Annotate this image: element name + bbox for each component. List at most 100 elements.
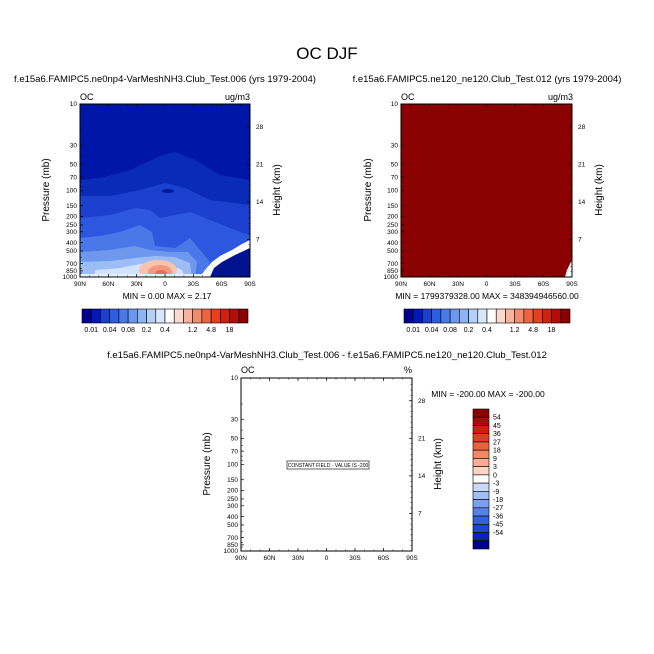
colorbar-label: 18 <box>226 327 234 334</box>
panel-b-y2ticks: 28 21 14 7 <box>569 110 586 272</box>
y2tick-label: 28 <box>578 124 586 131</box>
xtick-label: 90N <box>395 281 407 288</box>
colorbar-swatch <box>472 532 490 542</box>
panel-c-y2label: Height (km) <box>433 438 444 490</box>
panel-b-stats: MIN = 1799379328.00 MAX = 348394946560.0… <box>395 291 579 301</box>
ytick-label: 1000 <box>224 548 239 555</box>
colorbar-swatch <box>81 308 92 324</box>
colorbar-swatch <box>477 308 488 324</box>
panel-a: f.e15a6.FAMIPC5.ne0np4-VarMeshNH3.Club_T… <box>14 74 316 334</box>
colorbar-swatch <box>486 308 497 324</box>
colorbar-swatch <box>472 499 490 509</box>
panel-c-stats: MIN = -200.00 MAX = -200.00 <box>431 389 545 399</box>
xtick-label: 0 <box>485 281 489 288</box>
colorbar-swatch <box>431 308 442 324</box>
colorbar-swatch <box>472 515 490 525</box>
ytick-label: 400 <box>387 240 398 247</box>
panel-a-colorbar <box>81 308 249 324</box>
y2tick-label: 28 <box>256 124 264 131</box>
xtick-label: 0 <box>325 555 329 562</box>
ytick-label: 1000 <box>384 274 399 281</box>
ytick-label: 700 <box>227 535 238 542</box>
xtick-label: 30N <box>452 281 464 288</box>
xtick-label: 30N <box>292 555 304 562</box>
colorbar-swatch <box>472 491 490 500</box>
colorbar-swatch <box>210 308 221 324</box>
colorbar-label: 0.4 <box>160 327 170 334</box>
panel-c-field-label: OC <box>241 365 255 375</box>
colorbar-swatch <box>127 308 138 324</box>
y2tick-label: 21 <box>578 162 586 169</box>
ytick-label: 70 <box>391 174 399 181</box>
colorbar-label: 4.8 <box>528 327 538 334</box>
field-dark-cell <box>162 189 174 193</box>
xtick-label: 90S <box>566 281 578 288</box>
colorbar-label: 1.2 <box>510 327 520 334</box>
colorbar-swatch <box>403 308 414 324</box>
panel-a-field-label: OC <box>80 92 94 102</box>
ytick-label: 250 <box>66 222 77 229</box>
colorbar-label: 4.8 <box>206 327 216 334</box>
colorbar-swatch <box>440 308 451 324</box>
ytick-label: 300 <box>227 503 238 510</box>
xtick-label: 90N <box>74 281 86 288</box>
ytick-label: 400 <box>66 240 77 247</box>
colorbar-label: 18 <box>493 448 501 455</box>
ytick-label: 150 <box>227 477 238 484</box>
colorbar-swatch <box>551 308 562 324</box>
colorbar-label: 0.08 <box>121 327 135 334</box>
panel-a-plot-field <box>80 104 250 277</box>
xtick-label: 60S <box>216 281 228 288</box>
panel-a-stats: MIN = 0.00 MAX = 2.17 <box>123 291 212 301</box>
colorbar-swatch <box>468 308 479 324</box>
colorbar-swatch <box>146 308 157 324</box>
colorbar-label: 1.2 <box>188 327 198 334</box>
ytick-label: 200 <box>387 214 398 221</box>
colorbar-swatch <box>238 308 249 324</box>
y2tick-label: 14 <box>256 199 264 206</box>
colorbar-swatch <box>472 449 490 459</box>
panel-a-xticks: 90N 60N 30N 0 30S 60S 90S <box>74 104 256 288</box>
panel-b-ylabel: Pressure (mb) <box>363 158 374 221</box>
colorbar-swatch <box>118 308 129 324</box>
ytick-label: 300 <box>66 229 77 236</box>
colorbar-swatch <box>90 308 101 324</box>
colorbar-label: 54 <box>493 415 501 422</box>
y2tick-label: 7 <box>418 511 422 518</box>
colorbar-label: 0.04 <box>103 327 117 334</box>
colorbar-label: 0.2 <box>464 327 474 334</box>
ytick-label: 30 <box>231 416 239 423</box>
xtick-label: 60S <box>378 555 390 562</box>
colorbar-swatch <box>472 425 490 435</box>
colorbar-swatch <box>472 441 490 451</box>
colorbar-label: -36 <box>493 513 503 520</box>
ytick-label: 250 <box>387 222 398 229</box>
colorbar-label: 0.4 <box>482 327 492 334</box>
colorbar-swatch <box>472 482 490 492</box>
colorbar-swatch <box>532 308 543 324</box>
panel-c-ylabel: Pressure (mb) <box>202 432 213 495</box>
constant-field-box <box>286 460 370 470</box>
colorbar-label: 45 <box>493 423 501 430</box>
ytick-label: 100 <box>66 188 77 195</box>
colorbar-label: -54 <box>493 530 503 537</box>
panel-a-y2ticks: 28 21 14 7 <box>247 110 264 272</box>
colorbar-swatch <box>472 416 490 426</box>
ytick-label: 50 <box>70 162 78 169</box>
colorbar-label: 0.01 <box>84 327 98 334</box>
panel-a-colorbar-labels: 0.01 0.04 0.08 0.2 0.4 1.2 4.8 18 <box>84 327 233 334</box>
colorbar-swatch <box>220 308 230 324</box>
ytick-label: 10 <box>70 101 78 108</box>
ytick-label: 1000 <box>63 274 78 281</box>
constant-field-annotation: CONSTANT FIELD - VALUE IS -200 <box>288 463 369 469</box>
panel-c-y2ticks: 28 21 14 7 <box>409 384 426 546</box>
xtick-label: 0 <box>163 281 167 288</box>
ytick-label: 10 <box>391 101 399 108</box>
colorbar-swatch <box>192 308 203 324</box>
colorbar-swatch <box>173 308 184 324</box>
ytick-label: 200 <box>227 488 238 495</box>
panel-a-units: ug/m3 <box>225 92 250 102</box>
